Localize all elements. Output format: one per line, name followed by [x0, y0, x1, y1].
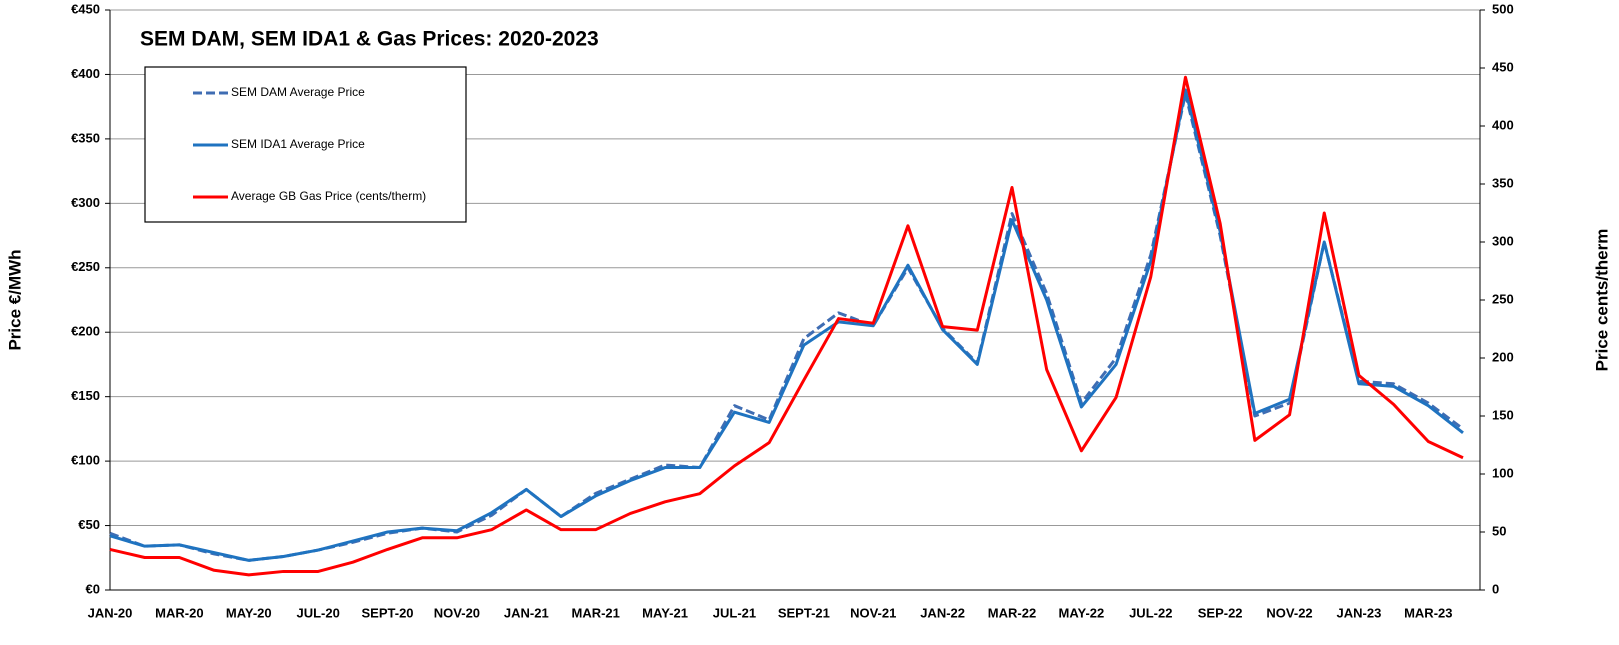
y2-axis-label: Price cents/therm [1592, 229, 1611, 372]
legend-label: Average GB Gas Price (cents/therm) [231, 189, 426, 203]
x-tick-label: SEP-22 [1198, 605, 1243, 620]
x-tick-label: SEPT-20 [362, 605, 414, 620]
x-tick-label: NOV-21 [850, 605, 896, 620]
x-tick-label: NOV-22 [1266, 605, 1312, 620]
y-axis-label: Price €/MWh [5, 249, 24, 350]
x-tick-label: JAN-20 [88, 605, 133, 620]
y-tick-label: €450 [71, 1, 100, 16]
y2-tick-label: 50 [1492, 523, 1506, 538]
series-line [109, 75, 1464, 577]
x-tick-label: JUL-22 [1129, 605, 1172, 620]
y2-tick-label: 0 [1492, 581, 1499, 596]
y2-tick-label: 100 [1492, 465, 1514, 480]
y2-tick-label: 250 [1492, 291, 1514, 306]
legend-label: SEM DAM Average Price [231, 85, 365, 99]
x-tick-label: JAN-21 [504, 605, 549, 620]
y-tick-label: €350 [71, 130, 100, 145]
x-tick-label: SEPT-21 [778, 605, 830, 620]
x-tick-label: MAY-20 [226, 605, 272, 620]
y-tick-label: €50 [78, 517, 100, 532]
x-tick-label: MAR-21 [571, 605, 619, 620]
y2-tick-label: 350 [1492, 175, 1514, 190]
x-tick-label: MAY-21 [642, 605, 688, 620]
y-tick-label: €250 [71, 259, 100, 274]
x-tick-label: MAR-23 [1404, 605, 1452, 620]
y2-tick-label: 500 [1492, 1, 1514, 16]
x-tick-label: NOV-20 [434, 605, 480, 620]
x-tick-label: JUL-20 [296, 605, 339, 620]
legend-label: SEM IDA1 Average Price [231, 137, 365, 151]
x-tick-label: JAN-23 [1337, 605, 1382, 620]
x-tick-label: MAR-22 [988, 605, 1036, 620]
y2-tick-label: 450 [1492, 59, 1514, 74]
y-tick-label: €200 [71, 324, 100, 339]
x-tick-label: JAN-22 [920, 605, 965, 620]
y2-tick-label: 400 [1492, 117, 1514, 132]
x-tick-label: MAR-20 [155, 605, 203, 620]
x-tick-label: MAY-22 [1058, 605, 1104, 620]
y-tick-label: €0 [86, 581, 100, 596]
y2-tick-label: 300 [1492, 233, 1514, 248]
y-tick-label: €300 [71, 195, 100, 210]
y-tick-label: €400 [71, 66, 100, 81]
x-tick-label: JUL-21 [713, 605, 756, 620]
y-tick-label: €150 [71, 388, 100, 403]
chart-title: SEM DAM, SEM IDA1 & Gas Prices: 2020-202… [140, 28, 599, 51]
y-tick-label: €100 [71, 453, 100, 468]
y2-tick-label: 200 [1492, 349, 1514, 364]
y2-tick-label: 150 [1492, 407, 1514, 422]
